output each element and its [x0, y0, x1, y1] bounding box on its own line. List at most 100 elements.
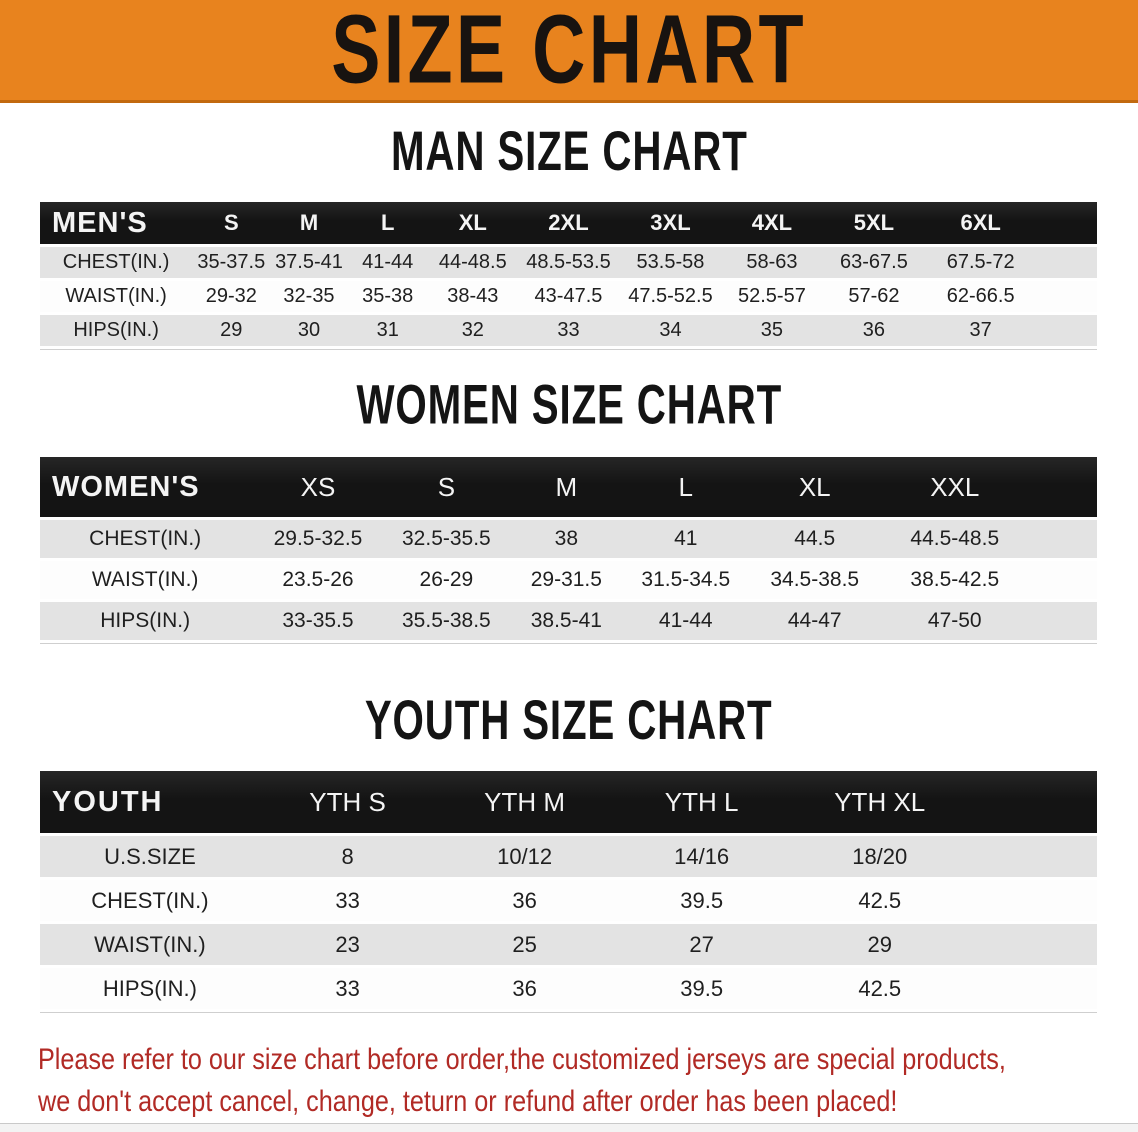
size-cell: 35-37.5 [192, 247, 271, 278]
size-cell: 39.5 [613, 968, 790, 1009]
spacer-cell [970, 968, 1097, 1009]
youth-group-label: YOUTH [40, 771, 260, 833]
size-cell: 39.5 [613, 880, 790, 921]
size-cell: 38.5-41 [507, 602, 626, 640]
row-label: HIPS(IN.) [40, 968, 260, 1009]
youth-size-table: YOUTH YTH S YTH M YTH L YTH XL U.S.SIZE … [40, 768, 1097, 1013]
youth-size-header: YTH L [613, 771, 790, 833]
row-label: CHEST(IN.) [40, 880, 260, 921]
men-size-header: M [270, 202, 348, 244]
row-label: HIPS(IN.) [40, 315, 193, 346]
size-cell: 37 [925, 315, 1036, 346]
size-cell: 35.5-38.5 [385, 602, 508, 640]
men-size-header: 4XL [721, 202, 823, 244]
size-cell: 32.5-35.5 [385, 520, 508, 558]
size-cell: 42.5 [789, 880, 971, 921]
youth-section-title: YOUTH SIZE CHART [365, 690, 773, 752]
women-section-title: WOMEN SIZE CHART [356, 374, 782, 436]
row-label: HIPS(IN.) [40, 602, 251, 640]
size-cell: 31 [347, 315, 428, 346]
spacer-cell [1026, 602, 1097, 640]
men-size-header: 5XL [822, 202, 926, 244]
youth-size-header: YTH M [435, 771, 614, 833]
spacer-cell [1035, 315, 1097, 346]
size-cell: 23.5-26 [250, 561, 386, 599]
size-cell: 29.5-32.5 [250, 520, 386, 558]
size-cell: 36 [435, 880, 614, 921]
size-cell: 38.5-42.5 [883, 561, 1027, 599]
size-cell: 38-43 [427, 281, 518, 312]
row-label: CHEST(IN.) [40, 520, 251, 558]
row-label: WAIST(IN.) [40, 561, 251, 599]
size-cell: 52.5-57 [721, 281, 823, 312]
spacer-cell [1026, 561, 1097, 599]
size-cell: 32 [427, 315, 518, 346]
size-cell: 31.5-34.5 [625, 561, 747, 599]
women-size-header: XL [746, 457, 884, 517]
banner: SIZE CHART [0, 0, 1138, 103]
page-title: SIZE CHART [331, 0, 807, 104]
men-size-table: MEN'S S M L XL 2XL 3XL 4XL 5XL 6XL CHEST… [40, 199, 1097, 350]
women-section-heading: WOMEN SIZE CHART [0, 376, 1138, 436]
row-label: WAIST(IN.) [40, 924, 260, 965]
women-header-row: WOMEN'S XS S M L XL XXL [40, 457, 1097, 517]
size-cell: 44.5-48.5 [883, 520, 1027, 558]
size-cell: 29-31.5 [507, 561, 626, 599]
size-cell: 41-44 [347, 247, 428, 278]
size-cell: 18/20 [789, 836, 971, 877]
men-size-header: 3XL [619, 202, 722, 244]
women-group-label: WOMEN'S [40, 457, 251, 517]
women-waist-row: WAIST(IN.) 23.5-26 26-29 29-31.5 31.5-34… [40, 561, 1097, 599]
size-cell: 35 [721, 315, 823, 346]
size-cell: 48.5-53.5 [517, 247, 620, 278]
size-cell: 33 [259, 968, 436, 1009]
youth-size-header: YTH XL [789, 771, 971, 833]
men-size-header: 2XL [517, 202, 620, 244]
men-waist-row: WAIST(IN.) 29-32 32-35 35-38 38-43 43-47… [40, 281, 1097, 312]
size-cell: 33 [259, 880, 436, 921]
spacer-cell [1026, 457, 1097, 517]
size-cell: 47-50 [883, 602, 1027, 640]
youth-header-row: YOUTH YTH S YTH M YTH L YTH XL [40, 771, 1097, 833]
size-cell: 42.5 [789, 968, 971, 1009]
spacer-cell [970, 924, 1097, 965]
men-size-header: S [192, 202, 271, 244]
women-size-header: L [625, 457, 747, 517]
women-size-table: WOMEN'S XS S M L XL XXL CHEST(IN.) 29.5-… [40, 454, 1097, 644]
size-cell: 23 [259, 924, 436, 965]
size-cell: 36 [435, 968, 614, 1009]
size-cell: 62-66.5 [925, 281, 1036, 312]
men-chest-row: CHEST(IN.) 35-37.5 37.5-41 41-44 44-48.5… [40, 247, 1097, 278]
size-cell: 10/12 [435, 836, 614, 877]
size-cell: 44.5 [746, 520, 884, 558]
men-header-row: MEN'S S M L XL 2XL 3XL 4XL 5XL 6XL [40, 202, 1097, 244]
youth-ussize-row: U.S.SIZE 8 10/12 14/16 18/20 [40, 836, 1097, 877]
size-cell: 14/16 [613, 836, 790, 877]
size-cell: 29 [192, 315, 271, 346]
youth-chest-row: CHEST(IN.) 33 36 39.5 42.5 [40, 880, 1097, 921]
size-cell: 53.5-58 [619, 247, 722, 278]
size-cell: 67.5-72 [925, 247, 1036, 278]
women-size-header: S [385, 457, 508, 517]
women-size-header: XXL [883, 457, 1027, 517]
youth-hips-row: HIPS(IN.) 33 36 39.5 42.5 [40, 968, 1097, 1009]
bottom-edge-strip [0, 1123, 1138, 1132]
size-cell: 34.5-38.5 [746, 561, 884, 599]
size-cell: 29-32 [192, 281, 271, 312]
spacer-cell [970, 836, 1097, 877]
youth-size-header: YTH S [259, 771, 436, 833]
size-cell: 57-62 [822, 281, 926, 312]
size-cell: 30 [270, 315, 348, 346]
size-cell: 25 [435, 924, 614, 965]
men-group-label: MEN'S [40, 202, 193, 244]
women-chest-row: CHEST(IN.) 29.5-32.5 32.5-35.5 38 41 44.… [40, 520, 1097, 558]
size-cell: 33 [517, 315, 620, 346]
disclaimer: Please refer to our size chart before or… [38, 1039, 1138, 1123]
size-cell: 37.5-41 [270, 247, 348, 278]
size-cell: 47.5-52.5 [619, 281, 722, 312]
disclaimer-line-1: Please refer to our size chart before or… [38, 1043, 1006, 1076]
size-cell: 44-48.5 [427, 247, 518, 278]
men-section-heading: MAN SIZE CHART [0, 123, 1138, 183]
size-cell: 26-29 [385, 561, 508, 599]
